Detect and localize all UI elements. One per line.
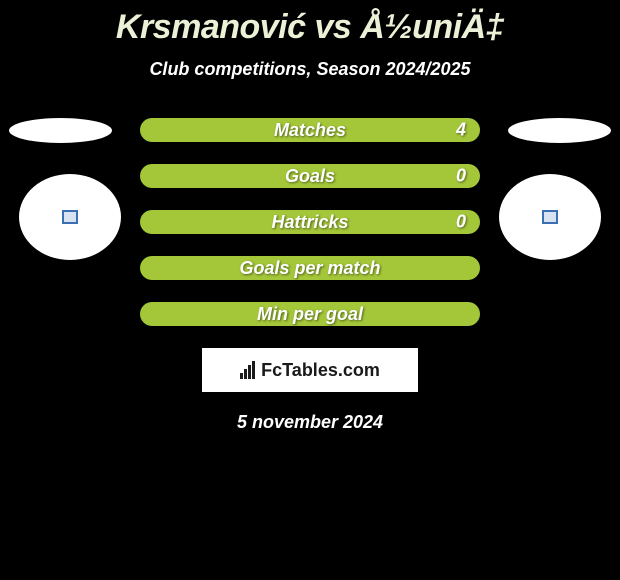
stat-bars: Matches 4 Goals 0 Hattricks 0 Goals per … xyxy=(140,118,480,326)
right-player-avatar xyxy=(499,174,601,260)
stat-row-goals: Goals 0 xyxy=(140,164,480,188)
stat-row-goals-per-match: Goals per match xyxy=(140,256,480,280)
page-subtitle: Club competitions, Season 2024/2025 xyxy=(0,59,620,80)
stat-row-min-per-goal: Min per goal xyxy=(140,302,480,326)
left-player-avatar xyxy=(19,174,121,260)
stat-label: Goals xyxy=(285,166,335,187)
page-title: Krsmanović vs Å½uniÄ‡ xyxy=(0,8,620,47)
left-player-ellipse xyxy=(9,118,112,143)
main-container: Krsmanović vs Å½uniÄ‡ Club competitions,… xyxy=(0,0,620,433)
stats-area: Matches 4 Goals 0 Hattricks 0 Goals per … xyxy=(0,118,620,433)
chart-icon xyxy=(240,361,255,379)
stat-label: Min per goal xyxy=(257,304,363,325)
placeholder-icon xyxy=(542,210,558,224)
stat-label: Hattricks xyxy=(271,212,348,233)
stat-row-matches: Matches 4 xyxy=(140,118,480,142)
stat-value: 0 xyxy=(456,166,466,187)
right-player-ellipse xyxy=(508,118,611,143)
brand-box[interactable]: FcTables.com xyxy=(202,348,418,392)
footer-date: 5 november 2024 xyxy=(0,412,620,433)
brand-text: FcTables.com xyxy=(261,360,380,381)
stat-label: Matches xyxy=(274,120,346,141)
stat-label: Goals per match xyxy=(239,258,380,279)
stat-value: 0 xyxy=(456,212,466,233)
placeholder-icon xyxy=(62,210,78,224)
stat-row-hattricks: Hattricks 0 xyxy=(140,210,480,234)
stat-value: 4 xyxy=(456,120,466,141)
